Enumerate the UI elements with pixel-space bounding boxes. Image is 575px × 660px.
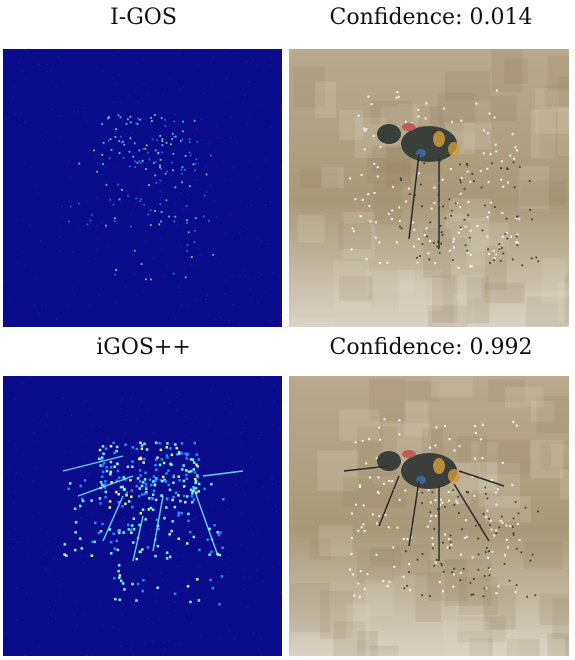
method-title-igospp: iGOS++	[96, 335, 191, 360]
masked-image-igospp	[289, 376, 569, 656]
method-title-igos: I-GOS	[110, 5, 177, 30]
saliency-heatmap-igospp	[3, 376, 282, 656]
confidence-label-igos: Confidence: 0.014	[329, 5, 533, 30]
confidence-label-igospp: Confidence: 0.992	[329, 335, 533, 360]
masked-image-igos	[289, 49, 569, 327]
saliency-heatmap-igos	[3, 49, 282, 327]
